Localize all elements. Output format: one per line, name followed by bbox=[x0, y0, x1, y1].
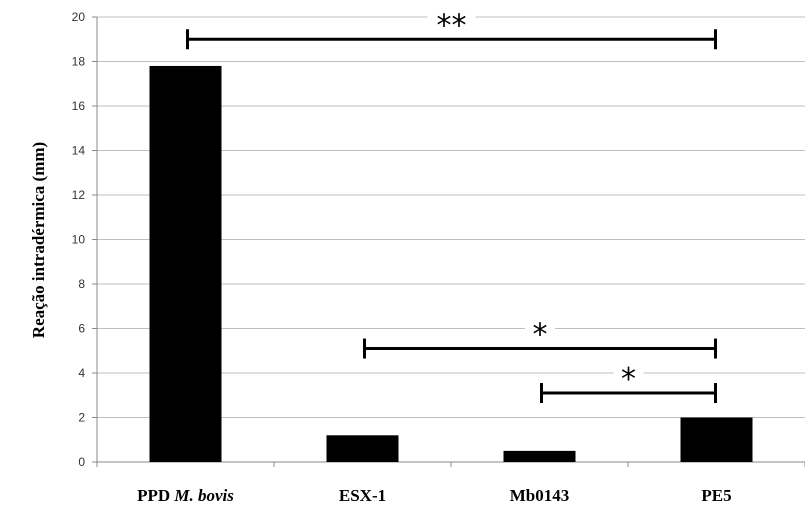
x-tick-labels: PPD M. bovis ESX-1 Mb0143 PE5 bbox=[137, 486, 732, 505]
significance-label: ** bbox=[437, 8, 467, 43]
significance-label-bg bbox=[613, 363, 644, 390]
y-tick-label: 10 bbox=[72, 233, 86, 247]
y-tick-label: 4 bbox=[78, 366, 85, 380]
x-tick-label-text: Mb0143 bbox=[510, 486, 570, 505]
significance-label-bg bbox=[525, 318, 555, 345]
x-tick-label: PE5 bbox=[701, 486, 731, 505]
x-tick-label-text: ESX-1 bbox=[339, 486, 386, 505]
significance-label: * bbox=[533, 318, 548, 353]
significance-bracket: * bbox=[540, 362, 717, 404]
y-tick-label: 8 bbox=[78, 277, 85, 291]
significance-bracket: ** bbox=[186, 8, 717, 50]
y-tick-label: 12 bbox=[72, 188, 86, 202]
bars bbox=[149, 65, 753, 462]
significance-label: * bbox=[621, 362, 636, 397]
y-tick-label: 0 bbox=[78, 455, 85, 469]
bar bbox=[149, 65, 222, 462]
x-tick-label: ESX-1 bbox=[339, 486, 386, 505]
x-tick-label-text: PE5 bbox=[701, 486, 731, 505]
significance-brackets: **** bbox=[186, 8, 717, 404]
y-tick-label: 2 bbox=[78, 411, 85, 425]
y-tick-labels: 0 2 4 6 8 10 12 14 16 18 20 bbox=[72, 10, 86, 469]
x-tick-label-text: PPD bbox=[137, 486, 174, 505]
x-tick-label: PPD M. bovis bbox=[137, 486, 234, 505]
y-axis-title: Reação intradérmica (mm) bbox=[29, 142, 48, 338]
y-tick-label: 18 bbox=[72, 55, 86, 69]
significance-bracket: * bbox=[363, 318, 717, 359]
significance-label-bg bbox=[427, 9, 476, 36]
x-tick-label-italic: M. bovis bbox=[173, 486, 234, 505]
y-tick-label: 14 bbox=[72, 144, 86, 158]
y-tick-label: 20 bbox=[72, 10, 86, 24]
x-tick-label: Mb0143 bbox=[510, 486, 570, 505]
bar bbox=[326, 435, 399, 462]
y-tick-label: 16 bbox=[72, 99, 86, 113]
bar bbox=[680, 417, 753, 462]
y-tick-label: 6 bbox=[78, 322, 85, 336]
bar bbox=[503, 450, 576, 462]
